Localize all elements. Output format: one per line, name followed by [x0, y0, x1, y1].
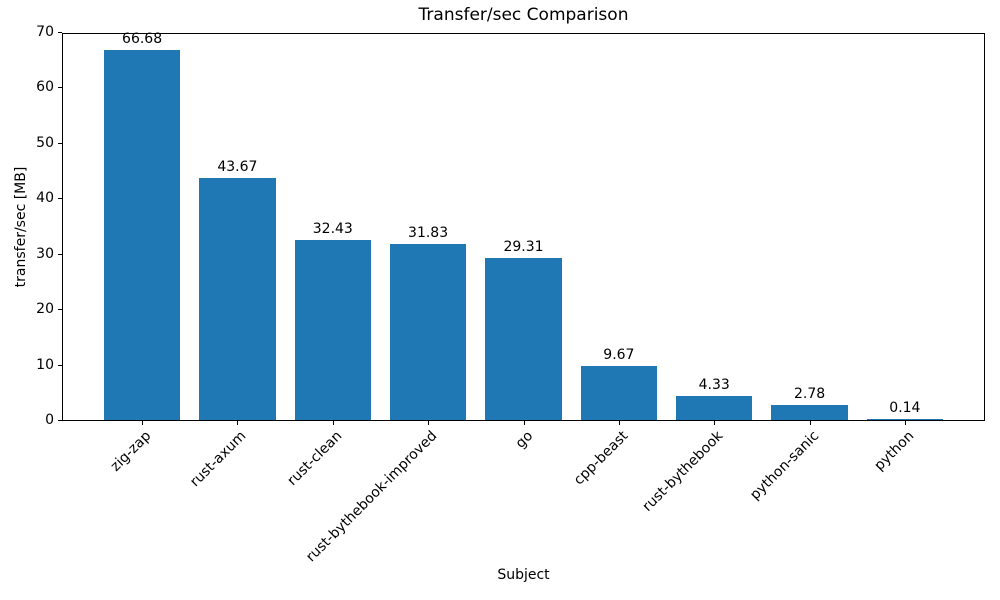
- bar-value-label: 32.43: [312, 221, 353, 237]
- y-tick-label: 30: [36, 245, 54, 262]
- y-tick-label: 10: [36, 356, 54, 373]
- x-axis-label: Subject: [497, 567, 550, 583]
- y-tick-mark: [58, 309, 62, 311]
- y-tick-label: 70: [36, 24, 54, 40]
- bar-value-label: 0.14: [889, 400, 921, 416]
- x-tick-mark: [142, 421, 144, 425]
- x-tick-mark: [523, 421, 525, 425]
- bar-rust-bythebook-improved: [390, 244, 467, 420]
- x-tick-mark: [237, 421, 239, 425]
- y-tick-mark: [58, 364, 62, 366]
- y-tick-label: 60: [36, 79, 54, 96]
- x-tick-mark: [618, 421, 620, 425]
- bar-value-label: 4.33: [698, 377, 730, 393]
- y-tick-label: 0: [45, 412, 54, 428]
- y-axis-label: transfer/sec [MB]: [13, 166, 29, 288]
- bar-cpp-beast: [580, 366, 657, 420]
- y-tick-mark: [58, 420, 62, 421]
- bar-value-label: 2.78: [794, 386, 826, 402]
- chart-title: Transfer/sec Comparison: [418, 5, 629, 25]
- bar-rust-clean: [294, 240, 371, 420]
- bar-value-label: 9.67: [603, 347, 635, 363]
- y-tick-label: 40: [36, 190, 54, 207]
- bar-rust-axum: [199, 178, 276, 420]
- bar-rust-bythebook: [676, 396, 753, 420]
- bar-value-label: 31.83: [408, 225, 449, 241]
- y-tick-mark: [58, 253, 62, 255]
- bar-go: [485, 258, 562, 420]
- y-tick-label: 20: [36, 301, 54, 318]
- bar-value-label: 43.67: [217, 159, 258, 175]
- y-tick-mark: [58, 142, 62, 144]
- bar-python-sanic: [771, 405, 848, 420]
- x-tick-mark: [714, 421, 716, 425]
- x-tick-mark: [428, 421, 430, 425]
- bar-value-label: 66.68: [122, 31, 163, 47]
- bar-python: [866, 419, 944, 420]
- bar-value-label: 29.31: [503, 239, 544, 255]
- x-tick-mark: [332, 421, 334, 425]
- y-tick-mark: [58, 32, 62, 33]
- x-tick-mark: [904, 421, 906, 425]
- x-tick-mark: [809, 421, 811, 425]
- y-tick-label: 50: [36, 134, 54, 151]
- y-tick-mark: [58, 198, 62, 200]
- bar-zig-zap: [104, 50, 181, 420]
- y-tick-mark: [58, 87, 62, 89]
